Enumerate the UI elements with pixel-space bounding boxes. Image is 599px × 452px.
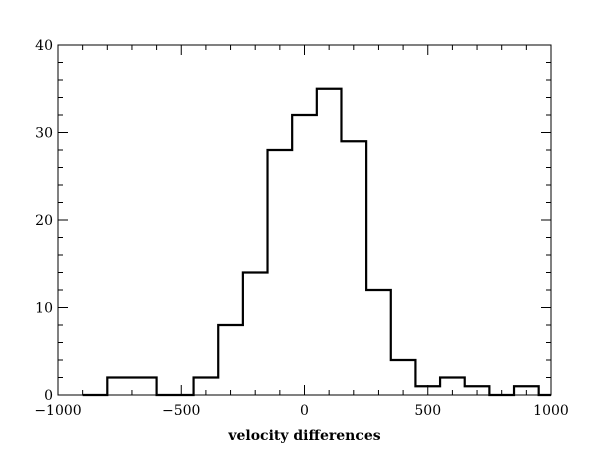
y-tick-label: 30	[35, 126, 53, 142]
y-tick-label: 10	[35, 301, 53, 317]
x-tick-label: 1000	[533, 403, 569, 419]
y-tick-label: 0	[44, 388, 53, 404]
x-tick-label: −1000	[34, 403, 81, 419]
x-tick-label: −500	[162, 403, 200, 419]
y-tick-label: 40	[35, 38, 53, 54]
y-tick-labels: 0 10 20 30 40	[35, 38, 53, 404]
x-tick-labels: −1000 −500 0 500 1000	[34, 403, 569, 419]
plot-frame	[57, 44, 552, 396]
x-tick-label: 500	[414, 403, 441, 419]
x-axis-title: velocity differences	[227, 428, 380, 444]
histogram-step-line	[82, 87, 551, 397]
axis-ticks	[57, 44, 552, 396]
y-tick-label: 20	[35, 213, 53, 229]
x-tick-label: 0	[300, 403, 309, 419]
